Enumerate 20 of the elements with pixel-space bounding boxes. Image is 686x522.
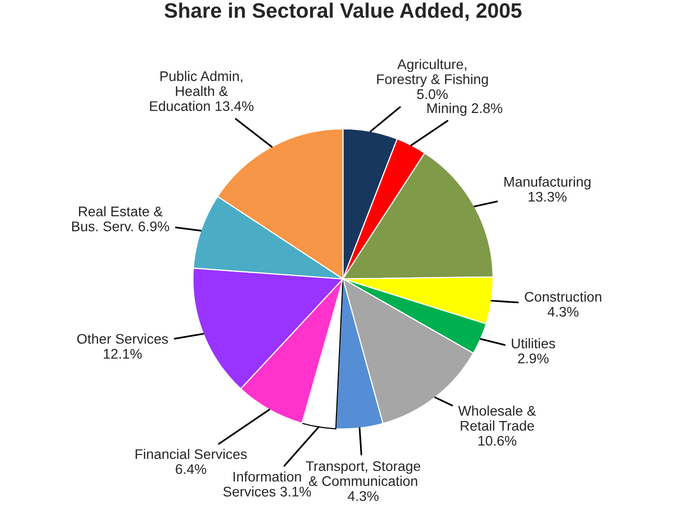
slice-label: Real Estate & Bus. Serv. 6.9% [72, 206, 170, 232]
slice-label: Wholesale & Retail Trade [458, 406, 536, 431]
slice-label: Financial Services [136, 448, 247, 460]
slice-label: Transport, Storage & Communication [306, 461, 420, 486]
slice-label: Mining 2.8% [427, 102, 502, 116]
data-label: 6.4% [176, 464, 206, 474]
data-label: 4.3% [548, 306, 578, 317]
slice-label: Other Services [77, 334, 168, 344]
data-label: 12.1% [104, 348, 142, 359]
slice-label: Agriculture, Forestry & Fishing [377, 58, 488, 87]
chart-title: Share in Sectoral Value Added, 2005 [164, 2, 522, 21]
data-label: 4.3% [348, 491, 379, 501]
slice-label: Manufacturing [504, 176, 590, 190]
data-label: 5.0% [417, 89, 448, 100]
data-label: 2.9% [518, 354, 549, 364]
slice-label: Construction [524, 292, 602, 302]
slice-label: Public Admin, Health & Education 13.4% [150, 70, 254, 112]
slice-label: Utilities [512, 338, 556, 348]
data-label: 13.3% [528, 192, 567, 202]
data-label: 10.6% [478, 436, 516, 446]
